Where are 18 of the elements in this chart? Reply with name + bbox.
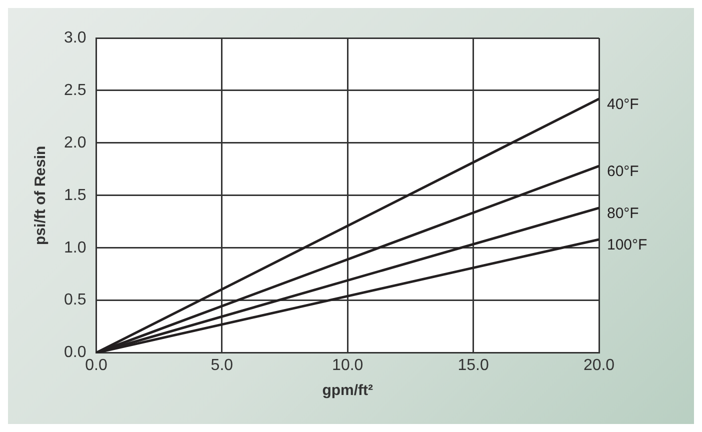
series-label: 60°F	[607, 163, 639, 180]
x-tick-label: 0.0	[85, 356, 108, 374]
y-tick-label: 0.5	[64, 292, 86, 309]
y-tick-label: 3.0	[64, 29, 86, 46]
series-label: 80°F	[607, 205, 639, 222]
y-tick-label: 0.0	[64, 344, 86, 362]
y-tick-label: 2.0	[64, 134, 86, 152]
x-tick-label: 10.0	[332, 356, 364, 374]
y-axis-title: psi/ft of Resin	[32, 146, 50, 245]
x-tick-label: 5.0	[210, 356, 234, 374]
y-tick-label: 2.5	[64, 82, 86, 99]
series-label: 40°F	[607, 96, 639, 113]
x-tick-label: 20.0	[583, 356, 615, 374]
y-tick-label: 1.5	[64, 186, 86, 204]
series-label: 100°F	[607, 236, 648, 254]
x-tick-label: 15.0	[458, 356, 489, 374]
y-tick-label: 1.0	[64, 239, 86, 256]
x-axis-title: gpm/ft²	[322, 382, 374, 400]
